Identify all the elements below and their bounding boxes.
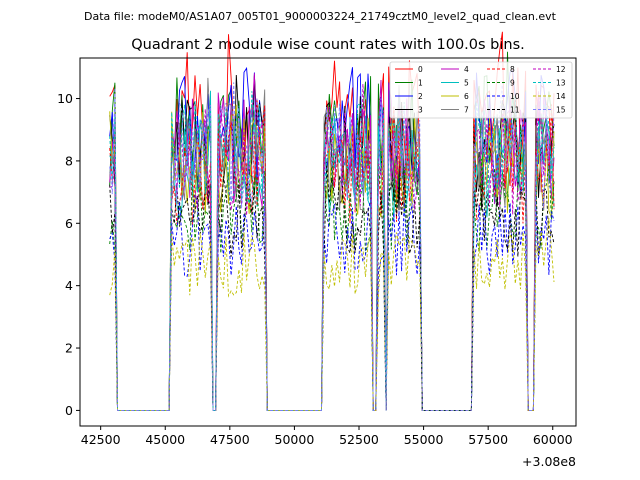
x-tick-label: 47500 (210, 432, 250, 447)
plot-lines (109, 31, 555, 411)
series-line-9 (109, 155, 555, 411)
y-tick-label: 10 (57, 91, 73, 106)
series-line-14 (109, 218, 555, 411)
y-tick-label: 4 (65, 278, 73, 293)
legend-label: 9 (510, 78, 515, 87)
x-tick-label: 55000 (404, 432, 444, 447)
series-line-15 (109, 82, 555, 411)
legend-label: 14 (556, 92, 566, 101)
y-tick-label: 6 (65, 216, 73, 231)
legend-label: 5 (464, 78, 469, 87)
legend-label: 4 (464, 65, 469, 74)
x-tick-label: 42500 (81, 432, 121, 447)
y-tick-label: 2 (65, 341, 73, 356)
legend-label: 13 (556, 78, 566, 87)
legend-label: 6 (464, 92, 469, 101)
legend-label: 11 (510, 105, 520, 114)
legend-label: 10 (510, 92, 520, 101)
x-tick-label: 57500 (468, 432, 508, 447)
x-axis-ticks: 42500 45000 47500 50000 52500 55000 57500 60000 (81, 426, 573, 447)
legend-label: 1 (418, 78, 423, 87)
legend-label: 7 (464, 105, 469, 114)
legend-label: 15 (556, 105, 566, 114)
legend-label: 12 (556, 65, 566, 74)
legend-label: 3 (418, 105, 423, 114)
x-tick-label: 60000 (533, 432, 573, 447)
x-tick-label: 52500 (339, 432, 379, 447)
x-axis-offset-label: +3.08e8 (522, 454, 576, 469)
series-line-12 (109, 83, 555, 411)
x-tick-label: 50000 (275, 432, 315, 447)
y-tick-label: 0 (65, 403, 73, 418)
series-line-11 (109, 161, 555, 411)
x-tick-label: 45000 (145, 432, 185, 447)
legend-label: 2 (418, 92, 423, 101)
chart-title: Quadrant 2 module wise count rates with … (131, 37, 525, 53)
y-tick-label: 8 (65, 153, 73, 168)
legend-label: 0 (418, 65, 423, 74)
legend-label: 8 (510, 65, 515, 74)
series-line-10 (109, 194, 555, 411)
y-axis-ticks: 0 2 4 6 8 10 (57, 91, 80, 418)
axes-frame (79, 57, 577, 427)
data-file-label: Data file: modeM0/AS1A07_005T01_90000032… (84, 10, 557, 23)
legend-box (389, 61, 573, 119)
series-line-13 (109, 91, 555, 411)
